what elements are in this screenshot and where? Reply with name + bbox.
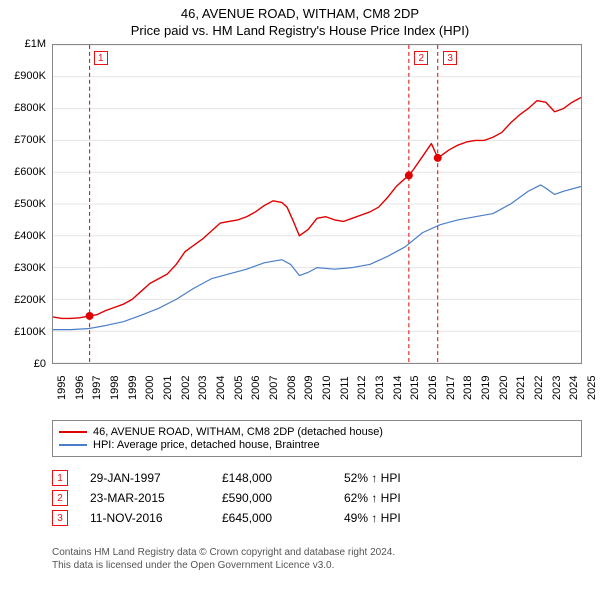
legend-swatch [59,431,87,433]
x-tick-label: 2024 [568,376,580,400]
event-num: 2 [52,490,68,506]
chart-area: £0 £100K £200K £300K £400K £500K £600K £700K £80… [0,44,600,414]
x-tick-label: 2015 [409,376,421,400]
x-tick-label: 1999 [127,376,139,400]
footer-line2: This data is licensed under the Open Gov… [52,559,582,572]
event-date: 29-JAN-1997 [90,471,200,485]
legend-swatch [59,444,87,446]
event-row: 3 11-NOV-2016 £645,000 49% ↑ HPI [52,510,582,526]
x-tick-label: 2003 [197,376,209,400]
x-axis: 1995 1996 1997 1998 1999 2000 2001 2002 2003 2004… [52,366,582,414]
x-tick-label: 2005 [233,376,245,400]
event-hpi: 49% ↑ HPI [344,511,464,525]
x-tick-label: 1998 [109,376,121,400]
plot-area: 1 2 3 [52,44,582,364]
event-price: £590,000 [222,491,322,505]
title-block: 46, AVENUE ROAD, WITHAM, CM8 2DP Price p… [0,0,600,38]
y-tick-label: £1M [25,38,46,50]
x-tick-label: 2018 [462,376,474,400]
event-row: 1 29-JAN-1997 £148,000 52% ↑ HPI [52,470,582,486]
x-tick-label: 2017 [445,376,457,400]
event-date: 23-MAR-2015 [90,491,200,505]
events-table: 1 29-JAN-1997 £148,000 52% ↑ HPI 2 23-MAR-201… [52,466,582,530]
event-num: 1 [52,470,68,486]
event-price: £148,000 [222,471,322,485]
x-tick-label: 2019 [480,376,492,400]
legend: 46, AVENUE ROAD, WITHAM, CM8 2DP (detach… [52,420,582,457]
legend-label: HPI: Average price, detached house, Brai… [93,439,320,451]
y-tick-label: £100K [14,326,46,338]
x-tick-label: 2021 [515,376,527,400]
x-tick-label: 2002 [180,376,192,400]
x-tick-label: 1995 [56,376,68,400]
x-tick-label: 2023 [551,376,563,400]
title-subtitle: Price paid vs. HM Land Registry's House … [0,23,600,38]
x-tick-label: 1997 [91,376,103,400]
plot-svg [53,45,581,363]
x-tick-label: 2008 [286,376,298,400]
x-tick-label: 2001 [162,376,174,400]
y-tick-label: £600K [14,166,46,178]
y-tick-label: £300K [14,262,46,274]
y-tick-label: £400K [14,230,46,242]
legend-row: HPI: Average price, detached house, Brai… [59,439,575,451]
event-row: 2 23-MAR-2015 £590,000 62% ↑ HPI [52,490,582,506]
y-tick-label: £700K [14,134,46,146]
y-tick-label: £800K [14,102,46,114]
x-tick-label: 2013 [374,376,386,400]
footer: Contains HM Land Registry data © Crown c… [52,546,582,572]
x-tick-label: 2010 [321,376,333,400]
event-marker-label: 3 [443,51,457,65]
legend-row: 46, AVENUE ROAD, WITHAM, CM8 2DP (detach… [59,426,575,438]
event-date: 11-NOV-2016 [90,511,200,525]
x-tick-label: 2020 [498,376,510,400]
footer-line1: Contains HM Land Registry data © Crown c… [52,546,582,559]
legend-label: 46, AVENUE ROAD, WITHAM, CM8 2DP (detach… [93,426,383,438]
x-tick-label: 2014 [392,376,404,400]
x-tick-label: 1996 [74,376,86,400]
x-tick-label: 2025 [586,376,598,400]
x-tick-label: 2016 [427,376,439,400]
event-marker-label: 1 [94,51,108,65]
y-tick-label: £900K [14,70,46,82]
event-hpi: 62% ↑ HPI [344,491,464,505]
chart-container: 46, AVENUE ROAD, WITHAM, CM8 2DP Price p… [0,0,600,590]
y-axis: £0£100K£200K£300K£400K£500K£600K£700K£80… [0,44,50,364]
x-tick-label: 2007 [268,376,280,400]
x-tick-label: 2009 [303,376,315,400]
x-tick-label: 2012 [356,376,368,400]
event-price: £645,000 [222,511,322,525]
x-tick-label: 2006 [250,376,262,400]
y-tick-label: £200K [14,294,46,306]
title-address: 46, AVENUE ROAD, WITHAM, CM8 2DP [0,6,600,21]
y-tick-label: £0 [34,358,46,370]
x-tick-label: 2022 [533,376,545,400]
x-tick-label: 2000 [144,376,156,400]
event-marker-label: 2 [414,51,428,65]
event-hpi: 52% ↑ HPI [344,471,464,485]
x-tick-label: 2011 [339,376,351,400]
event-num: 3 [52,510,68,526]
x-tick-label: 2004 [215,376,227,400]
y-tick-label: £500K [14,198,46,210]
